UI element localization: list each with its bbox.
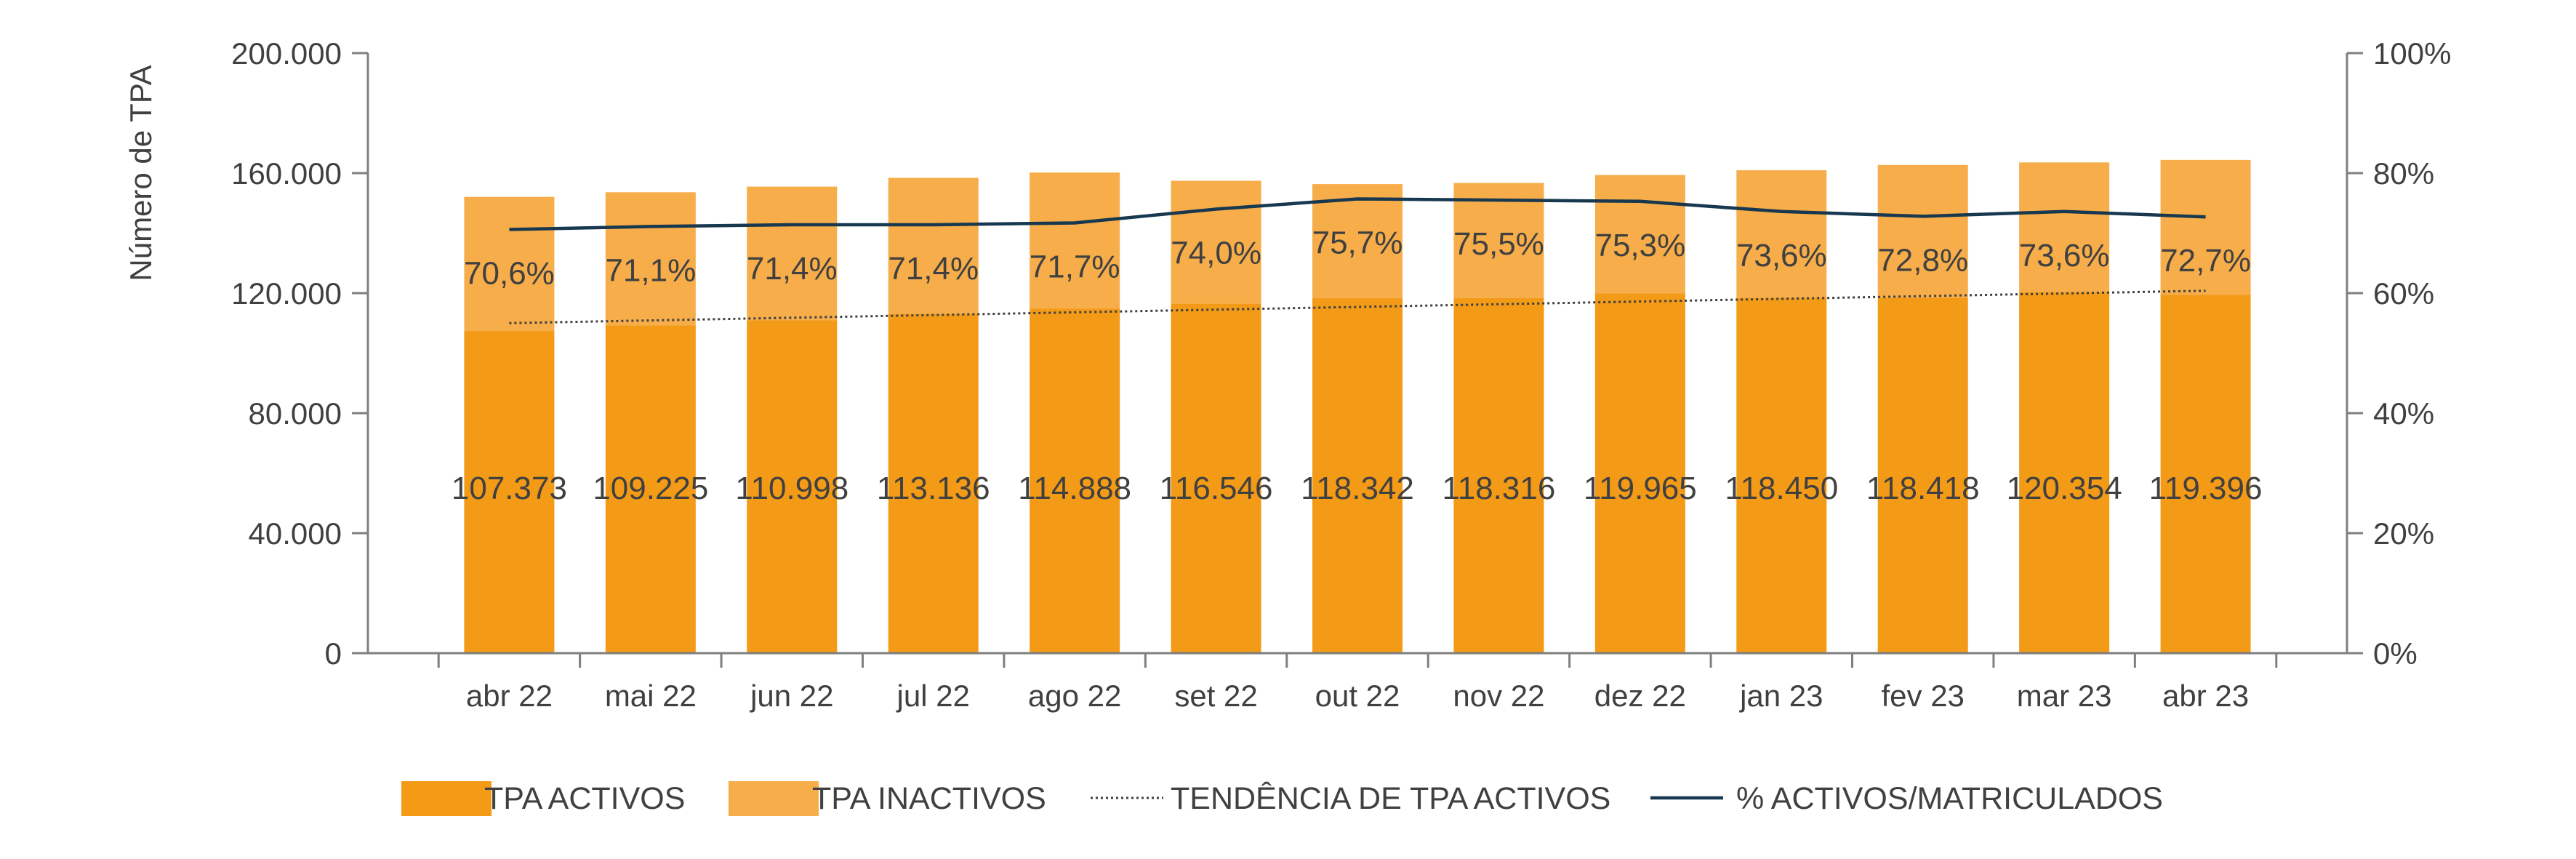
legend-label-percent: % ACTIVOS/MATRICULADOS xyxy=(1736,781,2163,816)
y2-tick-label: 40% xyxy=(2373,396,2434,431)
data-label-activos: 119.396 xyxy=(2149,471,2263,506)
x-tick-label: ago 22 xyxy=(1028,679,1121,713)
data-label-percent: 72,8% xyxy=(1877,242,1968,278)
x-tick-label: jun 22 xyxy=(749,679,833,713)
bar-tpa-activos xyxy=(2160,295,2251,653)
y-tick-label: 40.000 xyxy=(249,516,342,551)
data-label-activos: 118.316 xyxy=(1443,471,1556,506)
x-tick-label: out 22 xyxy=(1315,679,1400,713)
bar-tpa-activos xyxy=(888,313,979,653)
legend: TPA ACTIVOS TPA INACTIVOS TENDÊNCIA DE TPA… xyxy=(401,781,2163,816)
bar-tpa-activos xyxy=(1453,297,1544,653)
data-label-activos: 113.136 xyxy=(877,471,990,506)
bar-tpa-activos xyxy=(1594,293,1685,653)
data-label-activos: 118.342 xyxy=(1301,471,1414,506)
bar-tpa-activos xyxy=(1171,303,1261,653)
y2-tick-label: 0% xyxy=(2373,636,2417,671)
bar-tpa-inactivos xyxy=(2019,162,2110,292)
bar-tpa-inactivos xyxy=(1877,164,1968,298)
data-label-activos: 120.354 xyxy=(2007,471,2122,506)
y-tick-label: 120.000 xyxy=(231,276,342,311)
data-label-percent: 73,6% xyxy=(2019,238,2110,273)
y2-tick-label: 60% xyxy=(2373,276,2434,311)
bar-tpa-inactivos xyxy=(2160,159,2251,295)
y-tick-label: 200.000 xyxy=(231,36,342,71)
x-tick-label: nov 22 xyxy=(1453,679,1544,713)
data-label-activos: 114.888 xyxy=(1018,471,1131,506)
data-label-activos: 109.225 xyxy=(593,471,708,506)
x-tick-label: mar 23 xyxy=(2017,679,2112,713)
data-label-percent: 71,4% xyxy=(888,251,979,287)
data-label-activos: 119.965 xyxy=(1584,471,1697,506)
x-tick-label: mai 22 xyxy=(605,679,697,713)
data-label-percent: 75,7% xyxy=(1312,225,1403,260)
x-tick-label: abr 23 xyxy=(2162,679,2249,713)
bar-tpa-activos xyxy=(747,320,838,653)
data-label-percent: 71,1% xyxy=(605,252,696,288)
data-label-percent: 70,6% xyxy=(464,256,555,292)
bar-tpa-activos xyxy=(1312,297,1403,653)
bar-tpa-activos xyxy=(1030,308,1120,653)
data-label-percent: 71,4% xyxy=(747,251,838,287)
bar-tpa-activos xyxy=(1877,297,1968,653)
bar-tpa-inactivos xyxy=(1171,180,1261,304)
data-label-activos: 116.546 xyxy=(1160,471,1273,506)
y2-tick-label: 100% xyxy=(2373,36,2451,71)
data-label-activos: 118.450 xyxy=(1725,471,1838,506)
data-label-percent: 75,3% xyxy=(1594,228,1685,263)
y-tick-label: 80.000 xyxy=(249,396,342,431)
x-tick-label: abr 22 xyxy=(466,679,553,713)
data-label-percent: 75,5% xyxy=(1453,226,1544,262)
y2-tick-label: 20% xyxy=(2373,516,2434,551)
data-label-percent: 72,7% xyxy=(2160,243,2251,279)
x-tick-label: set 22 xyxy=(1174,679,1257,713)
y2-tick-label: 80% xyxy=(2373,156,2434,191)
legend-label-trendline: TENDÊNCIA DE TPA ACTIVOS xyxy=(1171,781,1610,816)
bar-tpa-inactivos xyxy=(747,186,838,321)
data-label-percent: 73,6% xyxy=(1736,238,1827,273)
bar-tpa-inactivos xyxy=(1736,170,1827,298)
data-label-activos: 107.373 xyxy=(452,471,567,506)
data-label-activos: 118.418 xyxy=(1866,471,1980,506)
data-label-activos: 110.998 xyxy=(735,471,848,506)
bar-tpa-activos xyxy=(2019,292,2110,653)
bar-tpa-activos xyxy=(605,325,696,653)
x-tick-label: jan 23 xyxy=(1738,679,1823,713)
x-tick-label: dez 22 xyxy=(1594,679,1686,713)
bar-tpa-inactivos xyxy=(1453,183,1544,298)
y-tick-label: 0 xyxy=(325,636,342,671)
legend-swatch-activos xyxy=(401,781,491,816)
y-axis-title: Número de TPA xyxy=(124,65,158,281)
bar-tpa-inactivos xyxy=(888,177,979,314)
bar-tpa-inactivos xyxy=(1030,172,1120,309)
line-percent-activos xyxy=(509,197,2206,231)
bar-tpa-inactivos xyxy=(605,192,696,326)
bar-tpa-inactivos xyxy=(464,196,555,332)
data-label-percent: 74,0% xyxy=(1171,236,1261,271)
x-tick-label: fev 23 xyxy=(1882,679,1965,713)
legend-swatch-inactivos xyxy=(729,781,819,816)
bar-tpa-activos xyxy=(1736,297,1827,653)
legend-label-inactivos: TPA INACTIVOS xyxy=(812,781,1046,816)
plot-area: 107.373 70,6% 109.225 71,1% 110.998 71,4% 113.… xyxy=(124,36,2451,713)
bar-tpa-activos xyxy=(464,331,555,653)
x-tick-label: jul 22 xyxy=(896,679,970,713)
bar-tpa-inactivos xyxy=(1312,184,1403,298)
bar-tpa-inactivos xyxy=(1594,175,1685,294)
data-label-percent: 71,7% xyxy=(1030,249,1120,284)
legend-label-activos: TPA ACTIVOS xyxy=(484,781,685,816)
y-tick-label: 160.000 xyxy=(231,156,342,191)
